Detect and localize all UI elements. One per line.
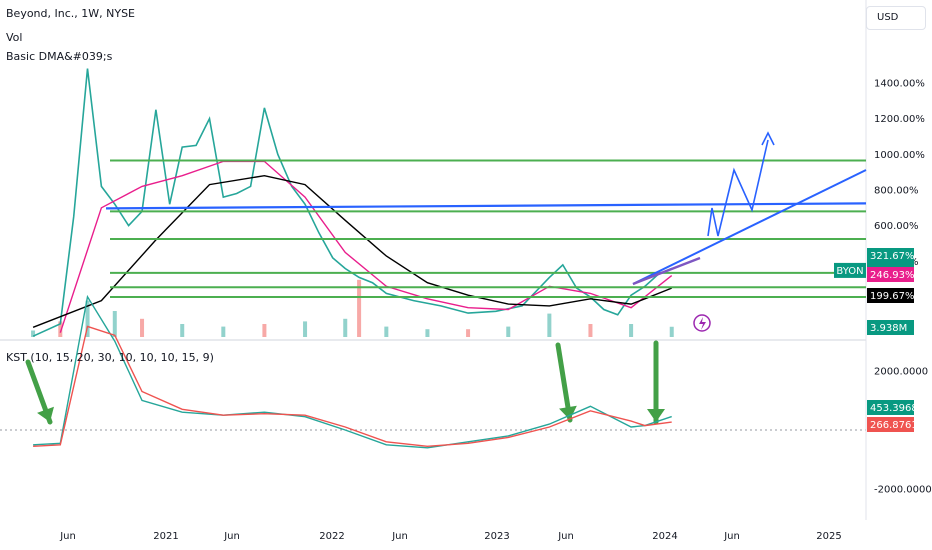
kst-indicator bbox=[33, 294, 672, 449]
drawings bbox=[632, 131, 867, 286]
x-axis-label: Jun bbox=[59, 531, 76, 542]
price-tag: 266.8761 bbox=[870, 420, 918, 431]
trend-levels bbox=[105, 159, 867, 298]
dma-legend[interactable]: Basic DMA&#039;s bbox=[6, 50, 113, 63]
grid bbox=[0, 0, 867, 520]
volume-bar bbox=[140, 318, 145, 337]
price-tag-bg bbox=[867, 267, 914, 282]
price-tag: 321.67% bbox=[870, 251, 915, 262]
volume-bar bbox=[112, 311, 117, 337]
price-axis-label: 1200.00% bbox=[874, 114, 925, 125]
price-tags: BYON+340.61%321.67%246.93%199.67%3.938M4… bbox=[693, 248, 923, 432]
price-axis-label: 600.00% bbox=[874, 221, 919, 232]
price-tag-bg bbox=[867, 400, 914, 415]
vol-legend[interactable]: Vol bbox=[6, 31, 23, 44]
price-tag: 246.93% bbox=[870, 270, 915, 281]
x-axis-label: Jun bbox=[391, 531, 408, 542]
blue-level-line bbox=[105, 202, 867, 210]
volume-bar bbox=[343, 318, 348, 337]
volume-bar bbox=[384, 326, 389, 337]
volume-bar bbox=[547, 313, 552, 337]
volume-bars bbox=[31, 279, 674, 337]
price-line bbox=[32, 68, 673, 337]
black-ma-line bbox=[32, 174, 672, 328]
currency-button[interactable]: USD bbox=[866, 6, 926, 30]
price-tag-bg bbox=[867, 248, 914, 263]
price-tag-bg bbox=[867, 417, 914, 432]
volume-bar bbox=[31, 330, 36, 337]
price-tag-bg bbox=[867, 288, 914, 303]
projection-arrowhead bbox=[761, 131, 775, 146]
symbol-title[interactable]: Beyond, Inc., 1W, NYSE bbox=[6, 7, 136, 20]
annotation-arrows bbox=[25, 340, 665, 425]
price-tag: 453.3968 bbox=[870, 403, 918, 414]
volume-bar bbox=[262, 324, 267, 337]
x-axis-label: Jun bbox=[723, 531, 740, 542]
volume-bar bbox=[425, 329, 430, 337]
price-tag: 199.67% bbox=[870, 291, 915, 302]
axes: Jun 2021 Jun 2022 Jun 2023 Jun 2024 Jun 2025 1400.… bbox=[59, 78, 932, 542]
kst-teal-line bbox=[33, 294, 672, 449]
kst-arrow-3-head bbox=[647, 409, 665, 422]
volume-bar bbox=[303, 321, 308, 337]
volume-bar bbox=[58, 321, 63, 337]
volume-bar bbox=[588, 324, 593, 337]
x-axis-label: 2022 bbox=[319, 531, 344, 542]
price-tag-bg bbox=[867, 320, 914, 335]
volume-bar bbox=[669, 326, 674, 337]
volume-bar bbox=[629, 324, 634, 337]
lightning-glyph bbox=[699, 317, 706, 330]
rising-trendline bbox=[632, 169, 867, 285]
kst-red-line bbox=[33, 325, 672, 448]
kst-arrow-1-head bbox=[37, 406, 54, 422]
volume-bar bbox=[180, 324, 185, 337]
volume-bar bbox=[466, 329, 471, 337]
symbol-tag-bg bbox=[834, 262, 866, 278]
x-axis-label: Jun bbox=[557, 531, 574, 542]
kst-axis-label: 2000.0000 bbox=[874, 366, 928, 377]
kst-axis-label: -2000.0000 bbox=[874, 485, 932, 496]
price-axis-label: 1400.00% bbox=[874, 78, 925, 89]
x-axis-label: 2025 bbox=[816, 531, 841, 542]
kst-arrow-2-head bbox=[559, 405, 577, 420]
volume-bar bbox=[357, 279, 362, 337]
volume-bar bbox=[85, 300, 90, 337]
moving-averages bbox=[32, 160, 673, 333]
symbol-tag: BYON bbox=[836, 266, 863, 277]
x-axis-label: 2021 bbox=[153, 531, 178, 542]
volume-bar bbox=[221, 326, 226, 337]
purple-trendline bbox=[632, 256, 701, 286]
projection-zigzag bbox=[707, 139, 769, 237]
x-axis-label: Jun bbox=[223, 531, 240, 542]
kst-legend[interactable]: KST (10, 15, 20, 30, 10, 10, 10, 15, 9) bbox=[6, 351, 214, 364]
volume-bar bbox=[506, 326, 511, 337]
price-series-line bbox=[32, 68, 673, 337]
pink-ma-line bbox=[59, 160, 673, 333]
price-axis-label: 800.00% bbox=[874, 185, 919, 196]
price-tag: 3.938M bbox=[870, 323, 907, 334]
x-axis-label: 2024 bbox=[652, 531, 677, 542]
price-axis-label: 1000.00% bbox=[874, 150, 925, 161]
x-axis-label: 2023 bbox=[484, 531, 509, 542]
